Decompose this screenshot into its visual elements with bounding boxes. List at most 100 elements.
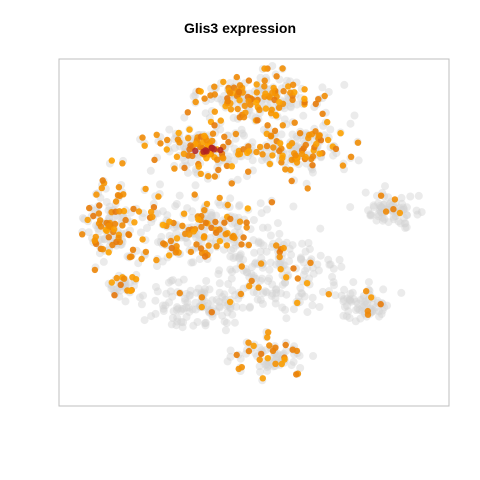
- cell-point: [265, 265, 274, 274]
- expressing-cell-point: [245, 241, 252, 249]
- cell-point: [171, 202, 180, 211]
- cell-point: [220, 298, 229, 307]
- cell-point: [147, 312, 156, 321]
- expressing-cell-point: [259, 375, 266, 382]
- cell-point: [255, 343, 264, 352]
- cell-point: [212, 295, 221, 304]
- cell-point: [269, 353, 278, 362]
- cell-point: [300, 292, 309, 301]
- cell-point: [301, 247, 310, 256]
- expressing-cell-point: [228, 180, 235, 187]
- expressing-cell-point: [111, 220, 119, 228]
- cell-point: [337, 262, 346, 271]
- cell-point: [283, 76, 291, 85]
- expressing-cell-point: [286, 142, 293, 149]
- expressing-cell-point: [279, 122, 286, 129]
- cell-point: [354, 299, 362, 308]
- expressing-cell-point: [197, 88, 204, 95]
- expressing-cell-point: [313, 140, 320, 148]
- cell-point: [263, 363, 272, 372]
- expressing-cell-point: [240, 114, 248, 121]
- cell-point: [375, 312, 384, 321]
- cell-point: [352, 306, 360, 314]
- cell-point: [250, 259, 259, 268]
- expressing-cell-point: [363, 288, 370, 295]
- cell-point: [246, 302, 254, 311]
- cell-point: [240, 131, 248, 140]
- expressing-cell-point: [175, 129, 182, 137]
- cell-point: [256, 247, 265, 256]
- cell-point: [384, 193, 393, 202]
- cell-point: [299, 270, 308, 279]
- cell-point: [350, 111, 359, 120]
- cell-point: [297, 255, 305, 264]
- cell-point: [265, 274, 274, 283]
- expressing-cell-point: [382, 208, 390, 215]
- cell-point: [231, 134, 240, 143]
- expressing-cell-point: [111, 292, 118, 299]
- cell-point: [296, 364, 305, 372]
- cell-point: [346, 296, 355, 305]
- expressing-cell-point: [390, 206, 397, 213]
- cell-point: [227, 246, 235, 255]
- cell-point: [215, 297, 224, 306]
- cell-point: [157, 232, 166, 241]
- cell-point: [288, 130, 297, 139]
- cell-point: [413, 210, 422, 219]
- expressing-cell-point: [272, 360, 279, 367]
- expressing-cell-point: [293, 159, 301, 166]
- cell-point: [401, 224, 410, 232]
- cell-point: [286, 102, 295, 111]
- cell-point: [215, 303, 224, 312]
- expressing-cell-point: [264, 355, 271, 362]
- expressing-cell-point: [209, 130, 217, 137]
- cell-point: [261, 360, 270, 369]
- expressing-cell-point: [301, 86, 308, 93]
- cell-point: [178, 304, 186, 313]
- cell-point: [357, 307, 366, 316]
- expressing-cell-point: [241, 102, 248, 110]
- expressing-cell-point: [321, 92, 328, 100]
- expressing-cell-point: [197, 170, 204, 177]
- expressing-cell-point: [253, 89, 260, 96]
- expressing-cell-point: [151, 156, 158, 164]
- expressing-cell-point: [221, 219, 228, 226]
- cell-point: [289, 202, 298, 211]
- cell-point: [214, 270, 223, 278]
- expressing-cell-point: [226, 89, 234, 97]
- expressing-cell-point: [324, 118, 331, 126]
- cell-point: [184, 303, 193, 312]
- cell-point: [389, 215, 398, 224]
- expressing-cell-point: [259, 151, 266, 158]
- expressing-cell-point: [163, 146, 170, 153]
- cell-point: [406, 192, 415, 201]
- cell-point: [353, 304, 362, 313]
- cell-point: [397, 288, 406, 297]
- cell-point: [153, 262, 161, 270]
- cell-point: [135, 293, 144, 302]
- expressing-cell-point: [292, 152, 299, 159]
- expressing-cell-point: [117, 281, 124, 288]
- chart-title: Glis3 expression: [183, 20, 297, 36]
- expressing-cell-point: [192, 98, 199, 106]
- cell-point: [343, 294, 352, 303]
- expressing-cell-point: [279, 154, 286, 162]
- cell-point: [239, 284, 248, 293]
- cell-point: [166, 287, 175, 296]
- expressing-cell-point: [245, 168, 252, 175]
- expressing-cell-point: [302, 141, 309, 149]
- expressing-cell-point: [113, 274, 120, 282]
- cell-point: [161, 301, 170, 310]
- expressing-cell-point: [266, 160, 274, 168]
- expressing-cell-point: [261, 77, 268, 84]
- expressing-cell-point: [245, 147, 253, 155]
- cell-point: [251, 258, 260, 267]
- expressing-cell-point: [172, 249, 179, 256]
- cell-point: [232, 241, 240, 250]
- high-expression-point: [202, 147, 209, 154]
- expressing-cell-point: [234, 105, 241, 113]
- expressing-cell-point: [202, 219, 209, 226]
- cell-point: [299, 111, 308, 120]
- cell-point: [301, 266, 310, 275]
- expressing-cell-point: [221, 133, 228, 140]
